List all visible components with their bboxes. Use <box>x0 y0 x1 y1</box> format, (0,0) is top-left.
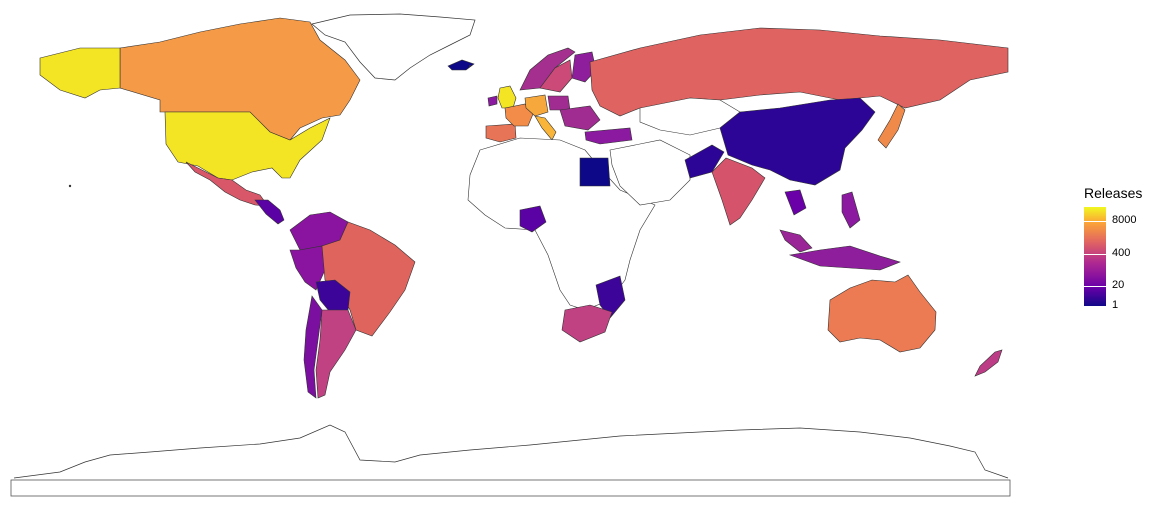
country-india <box>711 157 766 226</box>
country-spain <box>485 123 517 143</box>
island-hawaii <box>68 184 72 188</box>
legend-tick-20: 20 <box>1112 279 1125 291</box>
world-map <box>10 13 1011 497</box>
country-greenland <box>311 13 476 81</box>
country-mozambique <box>595 275 626 319</box>
country-philippines <box>841 191 861 229</box>
country-eastern-europe <box>559 105 601 131</box>
legend-title: Releases <box>1084 185 1143 201</box>
legend: Releases 8000 400 20 1 <box>1078 185 1148 335</box>
country-thailand <box>784 189 807 216</box>
country-japan <box>877 103 906 149</box>
country-nigeria <box>519 205 547 233</box>
island-svalbard <box>469 65 471 67</box>
legend-colorbar <box>1084 207 1106 307</box>
country-france <box>504 103 534 127</box>
country-germany <box>524 94 549 117</box>
country-turkey <box>584 127 633 145</box>
country-russia <box>589 27 1009 117</box>
legend-tickmark <box>1084 221 1106 222</box>
legend-tickmark <box>1084 306 1106 307</box>
country-south-africa <box>561 304 613 343</box>
country-united-states <box>164 111 331 181</box>
antarctica-frame <box>10 479 1011 497</box>
country-alaska <box>39 47 121 99</box>
country-sweden <box>539 59 573 93</box>
country-malaysia <box>779 229 813 253</box>
country-poland <box>547 95 571 111</box>
legend-tickmark <box>1084 254 1106 255</box>
country-chile <box>303 295 323 399</box>
country-antarctica <box>13 424 1009 479</box>
country-argentina <box>315 309 357 399</box>
legend-tickmark <box>1084 286 1106 287</box>
legend-tick-1: 1 <box>1112 299 1119 311</box>
country-iceland <box>447 59 475 71</box>
country-china <box>719 97 876 186</box>
country-peru <box>289 245 326 291</box>
legend-tick-400: 400 <box>1112 247 1131 259</box>
country-new-zealand <box>974 349 1003 377</box>
country-pakistan <box>684 144 725 179</box>
country-united-kingdom <box>497 85 517 109</box>
country-ireland <box>487 95 498 107</box>
world-map-svg <box>10 13 1011 497</box>
legend-tick-8000: 8000 <box>1112 214 1137 226</box>
country-indonesia <box>788 245 901 271</box>
country-egypt <box>579 157 611 187</box>
country-middle-east-white <box>609 139 691 206</box>
country-australia <box>827 274 937 353</box>
country-central-america <box>254 199 285 225</box>
country-italy <box>534 115 557 141</box>
